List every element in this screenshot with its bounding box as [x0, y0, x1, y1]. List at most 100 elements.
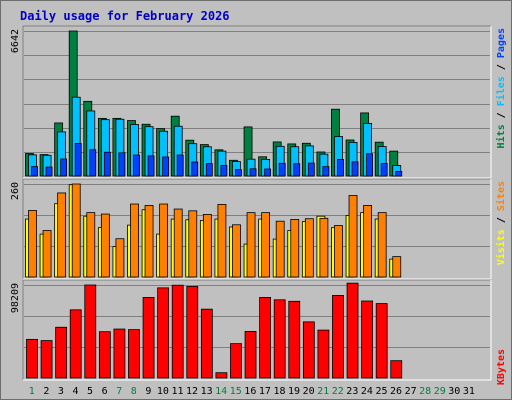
x-tick-label-14: 14	[215, 386, 227, 397]
bar-sites-day-10	[159, 203, 169, 278]
bar-sites-day-11	[173, 208, 183, 278]
bar-pages-day-2-body	[45, 166, 53, 177]
bar-sites-day-9	[144, 205, 154, 278]
bar-kbytes-day-24-body	[361, 300, 374, 379]
x-tick-label-30: 30	[448, 386, 460, 397]
bar-pages-day-18-body	[278, 162, 286, 177]
x-tick-label-28: 28	[419, 386, 431, 397]
bar-sites-day-15-body	[232, 224, 241, 278]
bar-pages-day-22-body	[337, 159, 344, 177]
bar-pages-day-19-body	[293, 163, 301, 177]
legend-kbytes: KBytes	[496, 349, 507, 385]
bar-kbytes-day-26	[390, 360, 403, 379]
bar-pages-day-23	[351, 161, 359, 177]
bar-sites-day-18	[275, 220, 285, 278]
bar-sites-day-5-body	[86, 212, 96, 278]
bar-sites-day-19-body	[290, 219, 300, 278]
bar-sites-day-3-body	[57, 192, 67, 278]
panel-3-legend: KBytes	[496, 349, 507, 385]
bar-sites-day-9-body	[144, 205, 154, 278]
bar-kbytes-day-18	[273, 299, 286, 379]
bar-sites-day-3	[57, 192, 67, 278]
panel-2-ymax-label: 260	[10, 182, 21, 200]
bar-pages-day-6-body	[103, 151, 111, 177]
bar-kbytes-day-26-body	[390, 360, 403, 379]
bar-pages-day-26-body	[395, 171, 403, 177]
bar-pages-day-19	[293, 163, 301, 177]
x-tick-label-21: 21	[317, 386, 329, 397]
bar-sites-day-12-body	[188, 210, 198, 278]
bar-kbytes-day-19-body	[288, 300, 301, 379]
x-tick-label-9: 9	[145, 386, 151, 397]
bar-sites-day-7-body	[115, 238, 125, 278]
bar-pages-day-9	[147, 155, 155, 177]
bar-kbytes-day-14-body	[215, 372, 228, 379]
bar-kbytes-day-24	[361, 300, 374, 379]
bar-sites-day-6-body	[100, 213, 110, 278]
bar-kbytes-day-13	[200, 308, 213, 379]
bar-pages-day-16	[249, 168, 257, 177]
bar-sites-day-21-body	[319, 217, 329, 278]
bar-kbytes-day-15-body	[230, 343, 242, 379]
bar-pages-day-16-body	[249, 168, 257, 177]
bar-sites-day-20-body	[304, 218, 314, 278]
legend-separator: /	[496, 211, 507, 229]
bar-kbytes-day-1-body	[26, 338, 38, 379]
bar-kbytes-day-21	[317, 329, 330, 379]
x-tick-label-15: 15	[230, 386, 242, 397]
bar-kbytes-day-23	[346, 282, 359, 379]
chart-title: Daily usage for February 2026	[20, 9, 230, 23]
bar-kbytes-day-16-body	[244, 331, 257, 379]
bar-sites-day-8	[130, 203, 139, 278]
bar-kbytes-day-25	[375, 303, 388, 379]
bar-pages-day-26	[395, 171, 403, 177]
bar-pages-day-4-body	[74, 143, 82, 177]
bar-kbytes-day-20-body	[302, 321, 315, 379]
bar-pages-day-5	[89, 149, 97, 177]
bar-kbytes-day-10-body	[157, 287, 170, 379]
bar-kbytes-day-17	[259, 297, 272, 379]
bar-sites-day-24	[363, 205, 373, 278]
bar-kbytes-day-9	[142, 297, 155, 379]
bar-kbytes-day-6-body	[98, 331, 111, 379]
bar-pages-day-15-body	[235, 169, 242, 177]
x-tick-label-1: 1	[29, 386, 35, 397]
bar-kbytes-day-22-body	[332, 295, 344, 379]
bar-kbytes-day-8-body	[128, 329, 140, 379]
bar-pages-day-5-body	[89, 149, 97, 177]
x-tick-label-31: 31	[463, 386, 475, 397]
bar-pages-day-8-body	[133, 154, 140, 177]
bar-kbytes-day-22	[332, 295, 344, 379]
bar-sites-day-12	[188, 210, 198, 278]
bar-pages-day-18	[278, 162, 286, 177]
bar-kbytes-day-2	[40, 340, 53, 379]
bar-pages-day-15	[235, 169, 242, 177]
bar-pages-day-13	[205, 163, 213, 177]
x-tick-label-26: 26	[390, 386, 402, 397]
x-tick-label-12: 12	[186, 386, 198, 397]
bar-sites-day-24-body	[363, 205, 373, 278]
bar-sites-day-19	[290, 219, 300, 278]
bar-pages-day-7	[118, 152, 126, 177]
bar-pages-day-23-body	[351, 161, 359, 177]
bar-pages-day-24-body	[366, 153, 374, 177]
bar-sites-day-22	[334, 225, 343, 278]
bar-sites-day-5	[86, 212, 96, 278]
bar-sites-day-2-body	[42, 230, 52, 278]
bar-kbytes-day-4-body	[69, 309, 82, 379]
bar-kbytes-day-2-body	[40, 340, 53, 379]
legend-hits: Hits	[495, 124, 507, 148]
bar-pages-day-17	[264, 168, 272, 177]
bar-kbytes-day-7-body	[113, 328, 126, 379]
bar-kbytes-day-4	[69, 309, 82, 379]
legend-separator: /	[496, 106, 507, 124]
bar-pages-day-12-body	[191, 161, 199, 177]
x-tick-label-18: 18	[273, 386, 285, 397]
bar-kbytes-day-9-body	[142, 297, 155, 379]
x-tick-label-3: 3	[58, 386, 64, 397]
bar-pages-day-8	[133, 154, 140, 177]
x-tick-label-19: 19	[288, 386, 300, 397]
legend-pages: Pages	[496, 28, 507, 58]
bar-sites-day-13-body	[202, 214, 212, 278]
